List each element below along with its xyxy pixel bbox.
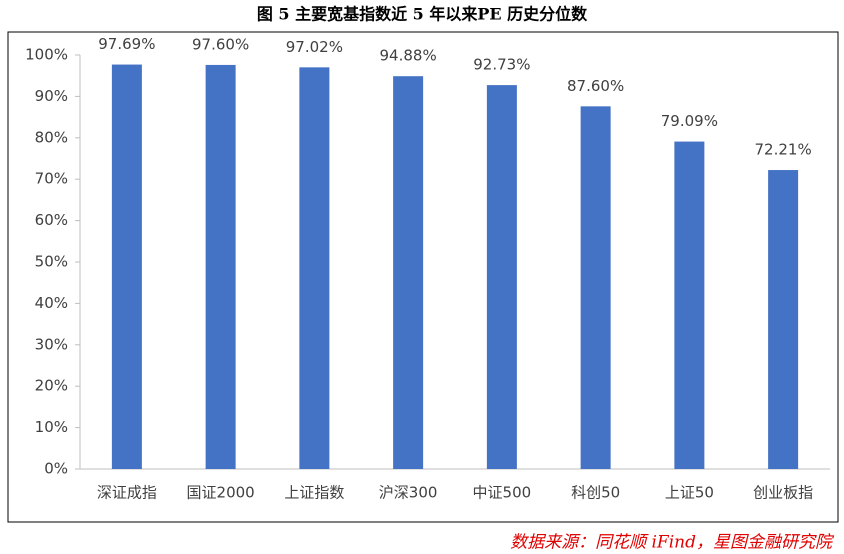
y-tick-label: 70% [35, 170, 68, 188]
y-tick-label: 30% [35, 335, 68, 353]
data-label: 79.09% [661, 112, 718, 130]
bar [486, 85, 517, 469]
x-tick-label: 国证2000 [187, 484, 255, 502]
data-label: 97.02% [286, 38, 343, 56]
x-tick-label: 中证500 [473, 484, 532, 502]
bar [768, 170, 799, 469]
chart-title: 图 5 主要宽基指数近 5 年以来PE 历史分位数 [257, 5, 588, 24]
y-tick-label: 80% [35, 128, 68, 146]
x-tick-label: 创业板指 [753, 484, 813, 502]
x-tick-label: 上证50 [665, 484, 714, 502]
y-tick-label: 10% [35, 418, 68, 436]
data-label: 94.88% [380, 47, 437, 65]
y-tick-label: 20% [35, 377, 68, 395]
data-label: 92.73% [473, 56, 530, 74]
x-tick-label: 上证指数 [284, 484, 344, 502]
y-tick-label: 90% [35, 87, 68, 105]
y-tick-label: 0% [44, 460, 68, 478]
data-label: 97.69% [98, 35, 155, 53]
y-tick-label: 100% [25, 46, 68, 64]
y-tick-label: 60% [35, 211, 68, 229]
y-tick-label: 50% [35, 253, 68, 271]
source-note: 数据来源：同花顺 iFind，星图金融研究院 [510, 533, 835, 553]
data-label: 97.60% [192, 35, 249, 53]
data-label: 72.21% [755, 141, 812, 159]
bar [393, 76, 424, 469]
bar [674, 141, 705, 470]
x-tick-label: 深证成指 [97, 484, 157, 502]
bar [299, 67, 330, 470]
x-tick-label: 科创50 [571, 484, 620, 502]
data-label: 87.60% [567, 77, 624, 95]
y-tick-label: 40% [35, 294, 68, 312]
bar [111, 64, 142, 469]
bar [580, 106, 611, 469]
bar [205, 64, 236, 469]
chart-frame [7, 31, 839, 523]
x-tick-label: 沪深300 [379, 484, 438, 502]
